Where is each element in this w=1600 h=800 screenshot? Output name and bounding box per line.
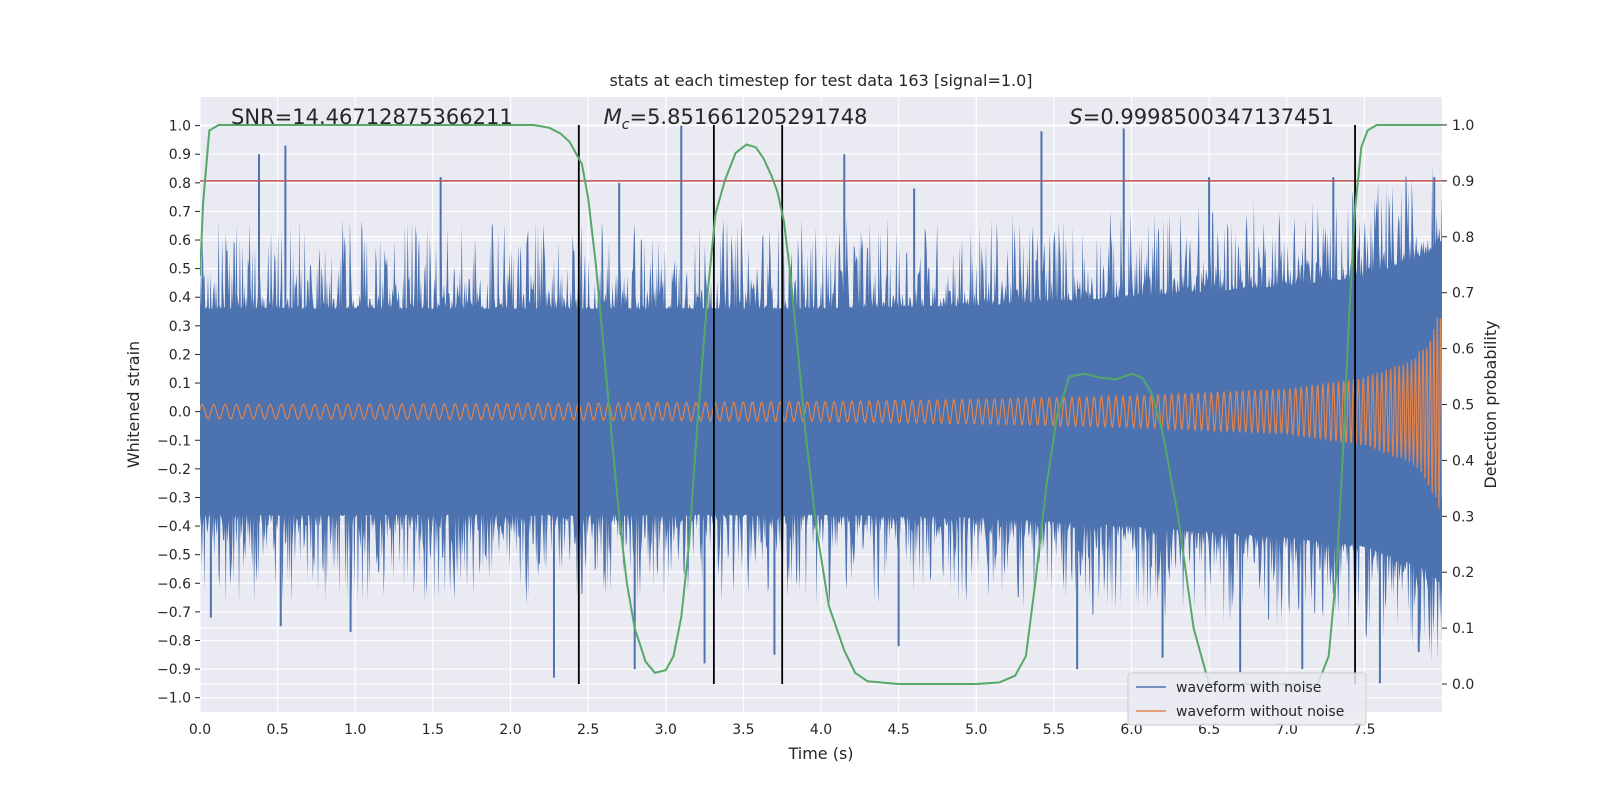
y-tick-label: 0.7	[169, 204, 191, 220]
legend: waveform with noise waveform without noi…	[1127, 672, 1367, 726]
annotation-chirp-mass-subscript: c	[622, 117, 630, 133]
series-waveform-without-noise	[200, 317, 1442, 509]
x-tick-label: 2.5	[577, 722, 599, 738]
x-tick-label: 3.5	[732, 722, 754, 738]
x-tick-label: 0.5	[266, 722, 288, 738]
legend-label-waveform-with-noise: waveform with noise	[1176, 680, 1321, 696]
y-tick-label: −0.3	[157, 490, 191, 506]
y-tick-label: 0.3	[169, 319, 191, 335]
y-right-tick-label: 0.6	[1452, 342, 1474, 358]
annotation-s-statistic: S=0.9998500347137451	[1069, 105, 1334, 129]
y-right-tick-label: 0.0	[1452, 677, 1474, 693]
x-tick-label: 1.0	[344, 722, 366, 738]
x-tick-label: 4.5	[887, 722, 909, 738]
x-axis-label: Time (s)	[787, 744, 853, 763]
annotation-chirp-mass-symbol: M	[604, 105, 622, 129]
series-waveform-with-noise-band	[200, 163, 1442, 665]
y-tick-label: 0.1	[169, 376, 191, 392]
x-tick-label: 2.0	[499, 722, 521, 738]
y-tick-label: 0.0	[169, 405, 191, 421]
annotation-snr: SNR=14.46712875366211	[231, 105, 513, 129]
y-tick-label: −0.8	[157, 633, 191, 649]
y-tick-label: 1.0	[169, 119, 191, 135]
series-waveform-with-noise-spikes	[209, 125, 1436, 684]
x-axis-ticks: 0.0 0.5 1.0 1.5 2.0 2.5 3.0 3.5 4.0 4.5 5.0 5.5 6.0 6…	[189, 722, 1376, 738]
y-tick-label: −0.6	[157, 576, 191, 592]
y-tick-label: 0.9	[169, 147, 191, 163]
x-tick-label: 0.0	[189, 722, 211, 738]
y-tick-label: −0.1	[157, 433, 191, 449]
x-tick-label: 5.5	[1043, 722, 1065, 738]
y-axis-ticks: 1.0 0.9 0.8 0.7 0.6 0.5 0.4 0.3 0.2 0.1 0.0 −0.1 −0.…	[157, 119, 200, 707]
y-axis-right-ticks: 1.0 0.9 0.8 0.7 0.6 0.5 0.4 0.3 0.2 0.1 0.0	[1442, 118, 1474, 693]
y-right-tick-label: 0.2	[1452, 565, 1474, 581]
y-right-tick-label: 0.1	[1452, 621, 1474, 637]
y-tick-label: −0.5	[157, 548, 191, 564]
y-tick-label: −0.9	[157, 662, 191, 678]
y-right-tick-label: 0.5	[1452, 398, 1474, 414]
x-tick-label: 3.0	[655, 722, 677, 738]
y-right-tick-label: 0.4	[1452, 453, 1474, 469]
x-tick-label: 4.0	[810, 722, 832, 738]
annotation-chirp-mass-value: =5.851661205291748	[629, 105, 867, 129]
y-tick-label: −0.4	[157, 519, 191, 535]
y-tick-label: −0.7	[157, 605, 191, 621]
y-tick-label: −1.0	[157, 691, 191, 707]
annotation-s-value: =0.9998500347137451	[1083, 105, 1334, 129]
y-right-tick-label: 0.7	[1452, 286, 1474, 302]
x-tick-label: 7.0	[1276, 722, 1298, 738]
y-tick-label: 0.5	[169, 262, 191, 278]
y-tick-label: −0.2	[157, 462, 191, 478]
y-right-tick-label: 0.9	[1452, 174, 1474, 190]
x-tick-label: 6.5	[1198, 722, 1220, 738]
y-tick-label: 0.6	[169, 233, 191, 249]
legend-box	[1127, 672, 1367, 726]
y-tick-label: 0.2	[169, 347, 191, 363]
y-tick-label: 0.4	[169, 290, 191, 306]
y-right-tick-label: 0.3	[1452, 509, 1474, 525]
x-tick-label: 1.5	[422, 722, 444, 738]
x-tick-label: 6.0	[1120, 722, 1142, 738]
chart-title: stats at each timestep for test data 163…	[609, 71, 1032, 90]
y-axis-label: Whitened strain	[124, 341, 143, 468]
y-right-tick-label: 1.0	[1452, 118, 1474, 134]
annotation-s-symbol: S	[1069, 105, 1082, 129]
x-tick-label: 7.5	[1353, 722, 1375, 738]
y-axis-right-label: Detection probability	[1481, 320, 1500, 488]
legend-label-waveform-without-noise: waveform without noise	[1176, 704, 1344, 720]
x-tick-label: 5.0	[965, 722, 987, 738]
y-right-tick-label: 0.8	[1452, 230, 1474, 246]
y-tick-label: 0.8	[169, 176, 191, 192]
annotation-chirp-mass: Mc=5.851661205291748	[604, 105, 868, 133]
